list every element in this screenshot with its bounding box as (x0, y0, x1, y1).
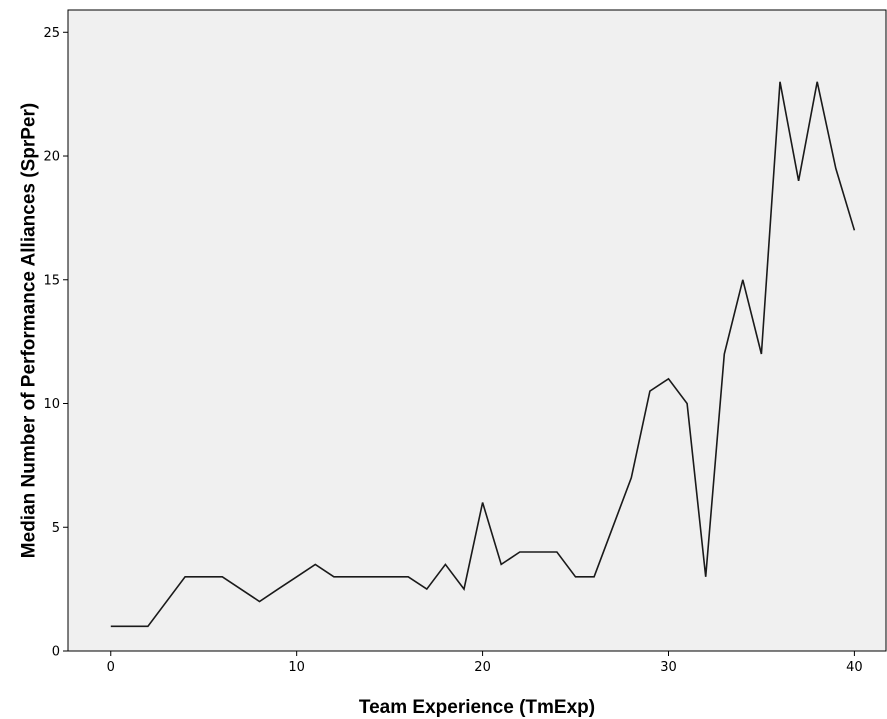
y-tick-label: 10 (43, 397, 60, 412)
y-tick-label: 25 (43, 26, 60, 41)
y-axis-title: Median Number of Performance Alliances (… (19, 103, 40, 558)
y-tick-label: 20 (43, 150, 60, 165)
y-axis-ticks: 0 5 10 15 20 25 (43, 26, 68, 660)
x-tick-label: 20 (474, 660, 491, 675)
series-line (110, 81, 856, 628)
x-tick-label: 10 (288, 660, 305, 675)
x-tick-label: 40 (846, 660, 863, 675)
y-tick-label: 5 (52, 521, 60, 536)
x-axis-ticks: 0 10 20 30 40 (107, 651, 863, 675)
y-tick-label: 0 (52, 645, 60, 660)
x-axis-title: Team Experience (TmExp) (359, 697, 595, 718)
x-tick-label: 0 (107, 660, 115, 675)
y-tick-label: 15 (43, 273, 60, 288)
plot-area (67, 9, 887, 652)
x-tick-label: 30 (660, 660, 677, 675)
